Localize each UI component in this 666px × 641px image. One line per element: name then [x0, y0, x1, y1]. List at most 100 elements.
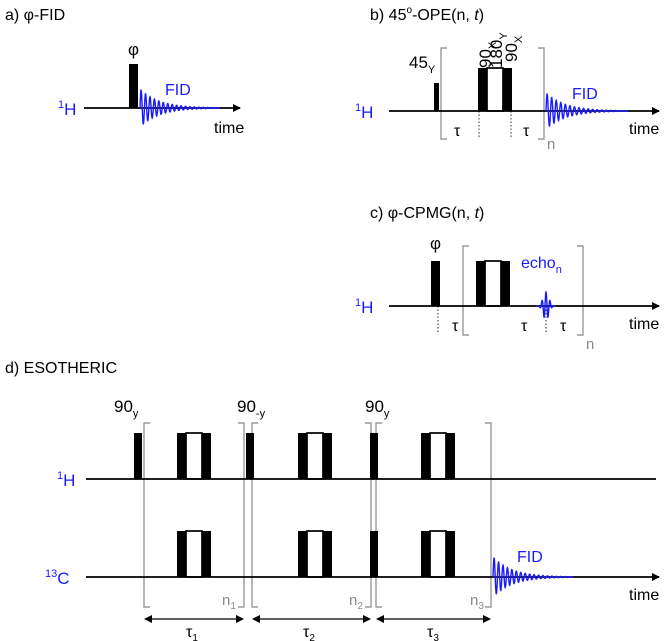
- panel-d-bracket-2-right: [251, 422, 258, 608]
- panel-c-pulse-180-right: [501, 261, 510, 306]
- panel-d-c-pulse-3: [370, 531, 378, 577]
- panel-b-title-deg: o: [406, 5, 412, 16]
- panel-d-tau1-label: τ1: [186, 624, 198, 641]
- panel-c-title-t: t: [475, 205, 480, 222]
- panel-d-c-echo-2-left: [298, 531, 307, 577]
- panel-d-n2-sub: 2: [357, 601, 363, 612]
- panel-d-n1-sub: 1: [230, 601, 236, 612]
- panel-b-title-main: b) 45: [370, 7, 407, 24]
- panel-c-pulse-180-left: [476, 261, 485, 306]
- panel-b-180-label: 180Y: [487, 32, 510, 68]
- panel-b-pulse-90a: [478, 68, 487, 111]
- panel-a: a) φ-FID φ FID 1H time: [5, 7, 244, 137]
- panel-d-bracket-1: [143, 422, 150, 608]
- panel-c-repeat-n: n: [586, 336, 594, 353]
- panel-d-h-echo-1-mid: [185, 432, 203, 480]
- panel-b-180-sub: Y: [498, 32, 510, 40]
- panel-d-n3-label: n3: [470, 592, 484, 612]
- panel-b-title-rest: -OPE(n,: [412, 7, 474, 24]
- panel-d-tau3-sub: 3: [433, 633, 439, 641]
- panel-d-tau2-main: τ: [303, 624, 310, 641]
- panel-d-tau2-label: τ2: [303, 624, 315, 641]
- panel-a-axis-label: time: [214, 120, 244, 137]
- panel-b-fid-label: FID: [572, 86, 598, 103]
- panel-b-channel: H: [361, 103, 373, 122]
- panel-d-pulse-3-main: 90: [365, 397, 384, 416]
- panel-d-tau3-main: τ: [427, 624, 434, 641]
- panel-d-c-channel: C: [57, 569, 69, 588]
- panel-d-c-fid-trace: [492, 557, 574, 595]
- panel-d-n3-main: n: [470, 592, 478, 609]
- panel-d-pulse-2-label: 90-y: [237, 397, 266, 420]
- panel-d-c-echo-1-right: [202, 531, 211, 577]
- panel-c: c) φ-CPMG(n, t) φ echon 1H τ τ τ n time: [355, 205, 660, 353]
- panel-d-c-echo-2-mid: [306, 530, 324, 578]
- panel-d-h-echo-3-right: [446, 433, 455, 479]
- panel-b-pulse-90b: [503, 68, 512, 111]
- panel-b-90b-sub: X: [513, 35, 525, 43]
- panel-d-axis-label: time: [629, 587, 659, 604]
- panel-d-h-pulse-3: [370, 433, 378, 479]
- panel-d-c-echo-3-right: [446, 531, 455, 577]
- panel-d-h-echo-3-mid: [429, 432, 447, 480]
- panel-b-90a-main: 90: [476, 49, 495, 68]
- panel-d-pulse-2-sub: -y: [256, 408, 266, 420]
- panel-c-tau-2: τ: [521, 318, 528, 335]
- panel-d-n3-sub: 3: [478, 601, 484, 612]
- panel-d-pulse-3-sub: y: [384, 408, 390, 420]
- panel-d-c-echo-1-left: [177, 531, 186, 577]
- panel-b-bracket-left: [440, 47, 447, 140]
- panel-b-90a-label: 90X: [476, 41, 499, 68]
- panel-b: b) 45o-OPE(n, t) 45Y 90X 180Y 90X FID 1H…: [355, 5, 660, 153]
- panel-b-bracket-right: [538, 47, 545, 140]
- panel-d-h-pulse-1: [134, 433, 142, 479]
- panel-d-tau2-sub: 2: [309, 633, 315, 641]
- panel-b-tau-2: τ: [523, 123, 530, 140]
- panel-b-90b-main: 90: [502, 43, 521, 62]
- panel-d-h-sup: 1: [57, 470, 63, 482]
- panel-d-title: d) ESOTHERIC: [5, 360, 117, 377]
- panel-d-h-channel: H: [63, 471, 75, 490]
- panel-b-tau-1: τ: [454, 123, 461, 140]
- panel-c-axis-label: time: [629, 316, 659, 333]
- panel-d-h-label: 1H: [57, 470, 75, 490]
- panel-d-h-pulse-2: [246, 433, 254, 479]
- panel-c-channel-label: 1H: [355, 297, 373, 317]
- panel-d-h-echo-1-left: [177, 433, 186, 479]
- panel-d-tau1-main: τ: [186, 624, 193, 641]
- panel-b-repeat-n: n: [547, 136, 555, 153]
- panel-d-n1-main: n: [222, 592, 230, 609]
- panel-c-pulse-180-mid: [484, 260, 502, 307]
- panel-c-echo-sub: n: [556, 264, 562, 276]
- panel-b-fid-trace: [545, 93, 629, 127]
- panel-c-echo-main: echo: [521, 255, 556, 272]
- panel-c-bracket-left: [462, 245, 469, 336]
- panel-a-channel-sup: 1: [58, 99, 64, 111]
- panel-a-fid-label: FID: [165, 82, 191, 99]
- panel-d-bracket-3-left: [365, 422, 372, 608]
- panel-b-90b-label: 90X: [502, 35, 525, 62]
- panel-c-echo-label: echon: [521, 255, 562, 276]
- panel-d-n2-label: n2: [349, 592, 363, 612]
- panel-d-c-echo-2-right: [323, 531, 332, 577]
- panel-b-title-close: ): [479, 7, 484, 24]
- panel-d-tau3-label: τ3: [427, 624, 439, 641]
- panel-d-pulse-1-main: 90: [114, 397, 133, 416]
- panel-b-90a-sub: X: [487, 41, 499, 49]
- panel-b-title-t: t: [474, 7, 479, 24]
- panel-d-n1-label: n1: [222, 592, 236, 612]
- panel-b-45-label: 45Y: [409, 53, 436, 76]
- panel-c-channel-sup: 1: [355, 297, 361, 309]
- panel-c-pulse-label: φ: [430, 234, 441, 253]
- panel-d-c-label: 13C: [45, 568, 70, 588]
- panel-b-180-main: 180: [487, 40, 506, 68]
- panel-d-h-echo-3-left: [421, 433, 430, 479]
- panel-b-pulse-180: [486, 67, 504, 112]
- panel-d-h-echo-2-mid: [306, 432, 324, 480]
- panel-d-n2-main: n: [349, 592, 357, 609]
- panel-a-channel: H: [64, 100, 76, 119]
- panel-c-echo-trace: [535, 290, 557, 319]
- panel-d-pulse-3-label: 90y: [365, 397, 390, 420]
- panel-d-c-echo-1-mid: [185, 530, 203, 578]
